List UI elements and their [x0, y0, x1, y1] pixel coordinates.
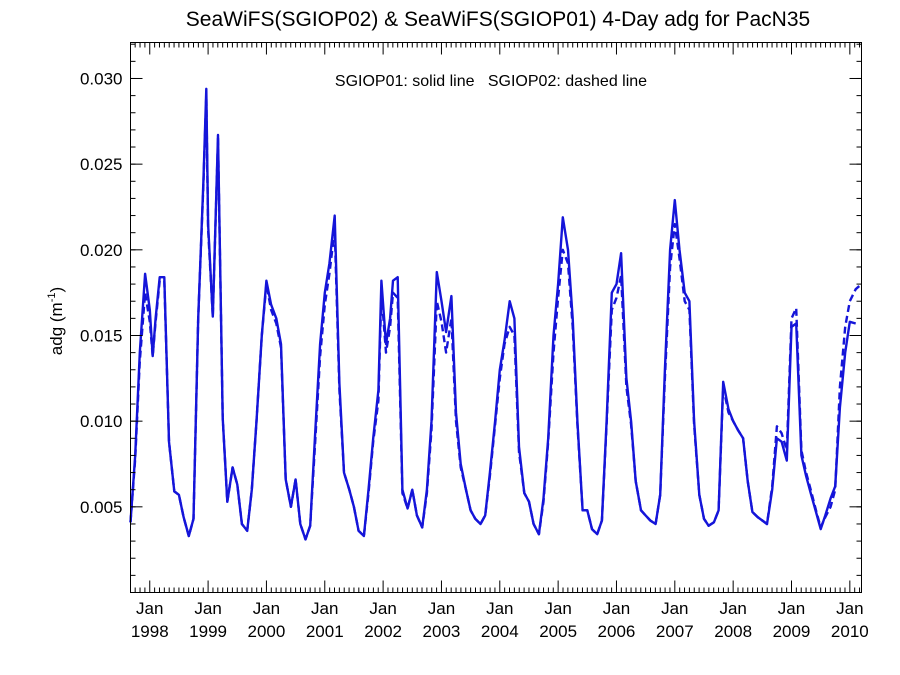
x-tick-month-label: Jan [719, 599, 746, 618]
x-tick-year-label: 1999 [189, 622, 227, 641]
chart-title: SeaWiFS(SGIOP02) & SeaWiFS(SGIOP01) 4-Da… [186, 8, 810, 31]
y-tick-label: 0.025 [80, 155, 123, 174]
axis-layer: 0.005 0.010 0.015 0.020 0.025 0.030 Jan 1998 Jan… [80, 42, 869, 641]
x-tick-year-label: 2007 [656, 622, 694, 641]
x-tick-year-label: 2006 [598, 622, 636, 641]
y-tick-label: 0.020 [80, 241, 123, 260]
x-tick-year-label: 2005 [539, 622, 577, 641]
x-tick-month-label: Jan [136, 599, 163, 618]
x-tick-year-label: 2009 [773, 622, 811, 641]
series-layer [129, 87, 863, 541]
x-tick-year-label: 2003 [423, 622, 461, 641]
y-tick-label: 0.030 [80, 69, 123, 88]
x-tick-month-label: Jan [194, 599, 221, 618]
x-tick-year-label: 2004 [481, 622, 519, 641]
plot-frame [130, 42, 862, 593]
x-tick-month-label: Jan [253, 599, 280, 618]
y-axis-label-text: adg (m [47, 302, 66, 355]
series-line-sgiop02-dashed [129, 94, 863, 541]
x-tick-month-label: Jan [369, 599, 396, 618]
y-tick-label: 0.015 [80, 326, 123, 345]
x-tick-month-label: Jan [311, 599, 338, 618]
x-tick-month-label: Jan [661, 599, 688, 618]
x-tick-year-label: 2002 [364, 622, 402, 641]
y-tick-label: 0.010 [80, 412, 123, 431]
x-tick-year-label: 2001 [306, 622, 344, 641]
line-style-annotation: SGIOP01: solid line SGIOP02: dashed line [335, 73, 647, 90]
y-axis-label-superscript: -1 [46, 292, 58, 302]
series-line-sgiop01-solid [129, 87, 857, 541]
x-tick-year-label: 2010 [831, 622, 869, 641]
x-tick-month-label: Jan [544, 599, 571, 618]
x-tick-year-label: 2000 [248, 622, 286, 641]
y-tick-label: 0.005 [80, 498, 123, 517]
x-tick-month-label: Jan [603, 599, 630, 618]
x-tick-month-label: Jan [778, 599, 805, 618]
y-axis-label-close: ) [47, 287, 66, 293]
x-tick-month-label: Jan [428, 599, 455, 618]
y-axis-label: adg (m-1) [46, 287, 66, 355]
x-tick-month-label: Jan [836, 599, 863, 618]
x-tick-month-label: Jan [486, 599, 513, 618]
x-tick-year-label: 1998 [131, 622, 169, 641]
x-tick-year-label: 2008 [714, 622, 752, 641]
